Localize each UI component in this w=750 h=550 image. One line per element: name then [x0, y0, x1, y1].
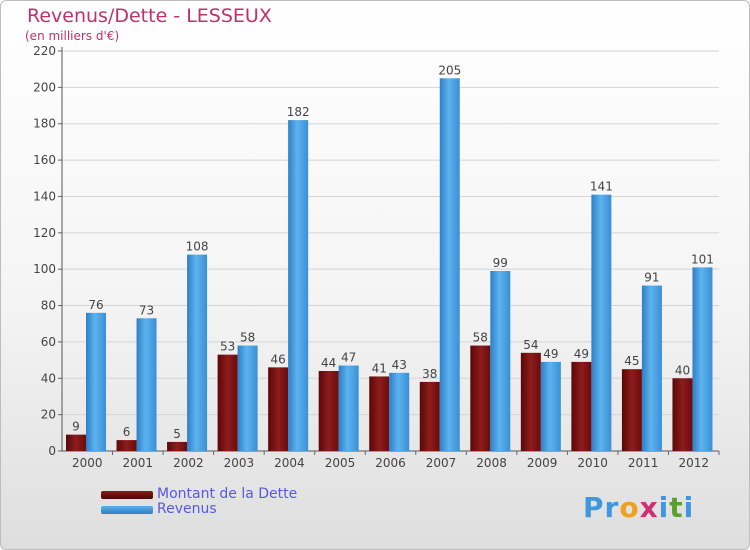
bar-revenus: [591, 194, 612, 452]
x-tick-label: 2008: [476, 456, 507, 470]
x-tick-label: 2005: [325, 456, 356, 470]
bar-revenus: [540, 361, 561, 451]
legend-swatch-revenus: [101, 506, 153, 514]
y-tick-label: 80: [41, 299, 56, 313]
chart-subtitle: (en milliers d'€): [25, 29, 120, 43]
bar-dette: [66, 434, 86, 451]
logo-letter: i: [683, 491, 695, 524]
data-label-revenus: 101: [691, 252, 714, 266]
bar-revenus: [389, 372, 410, 451]
y-tick-label: 0: [48, 444, 56, 458]
bar-dette: [470, 345, 491, 451]
bar-revenus: [490, 271, 511, 451]
y-tick-label: 160: [33, 153, 56, 167]
data-label-revenus: 91: [644, 271, 659, 285]
data-label-dette: 9: [72, 420, 80, 434]
y-tick-label: 220: [33, 44, 56, 58]
x-tick-label: 2010: [577, 456, 608, 470]
data-label-revenus: 99: [493, 256, 508, 270]
logo-letter: o: [619, 491, 640, 524]
legend-swatch-dette: [101, 491, 153, 499]
y-tick-label: 60: [41, 335, 56, 349]
bar-revenus: [136, 318, 157, 451]
bar-dette: [369, 376, 390, 451]
bar-dette: [621, 369, 642, 451]
chart-title: Revenus/Dette - LESSEUX: [27, 5, 272, 27]
data-label-revenus: 205: [438, 63, 461, 77]
data-label-dette: 53: [220, 340, 235, 354]
data-label-revenus: 58: [240, 331, 255, 345]
legend-label-revenus: Revenus: [157, 501, 217, 517]
logo-letter: i: [658, 491, 670, 524]
data-label-dette: 41: [372, 361, 387, 375]
bar-dette: [318, 371, 339, 451]
data-label-dette: 54: [523, 338, 538, 352]
bar-dette: [520, 352, 541, 451]
data-label-revenus: 73: [139, 303, 154, 317]
y-tick-label: 40: [41, 371, 56, 385]
bar-revenus: [439, 78, 460, 451]
bar-dette: [268, 367, 289, 451]
bar-revenus: [288, 120, 309, 451]
y-tick-label: 200: [33, 80, 56, 94]
y-tick-label: 20: [41, 408, 56, 422]
x-tick-label: 2006: [375, 456, 406, 470]
data-label-revenus: 108: [186, 240, 209, 254]
bar-revenus: [641, 285, 662, 451]
logo-letter: x: [639, 491, 659, 524]
proxiti-logo: Proxiti: [583, 491, 694, 524]
bar-revenus: [86, 312, 106, 451]
data-label-dette: 6: [123, 425, 131, 439]
data-label-revenus: 47: [341, 351, 356, 365]
x-tick-label: 2000: [72, 456, 103, 470]
bar-dette: [116, 440, 137, 451]
bar-dette: [571, 361, 592, 451]
x-tick-label: 2001: [123, 456, 154, 470]
logo-letter: r: [604, 491, 620, 524]
bar-revenus: [237, 345, 258, 451]
bar-revenus: [187, 254, 208, 451]
y-tick-label: 180: [33, 117, 56, 131]
data-label-dette: 5: [173, 427, 181, 441]
bar-dette: [672, 378, 693, 451]
data-label-dette: 58: [473, 331, 488, 345]
data-label-dette: 40: [675, 363, 690, 377]
bar-dette: [167, 441, 188, 451]
bar-revenus: [692, 267, 713, 451]
x-tick-label: 2012: [678, 456, 709, 470]
bar-dette: [419, 381, 440, 451]
x-tick-label: 2009: [527, 456, 558, 470]
y-tick-label: 100: [33, 262, 56, 276]
data-label-revenus: 141: [590, 180, 613, 194]
bar-dette: [217, 354, 238, 451]
data-label-dette: 38: [422, 367, 437, 381]
x-tick-label: 2002: [173, 456, 204, 470]
data-label-dette: 45: [624, 354, 639, 368]
x-tick-label: 2007: [426, 456, 457, 470]
data-label-revenus: 43: [392, 358, 407, 372]
bar-revenus: [338, 365, 359, 451]
data-label-revenus: 49: [543, 347, 558, 361]
x-tick-label: 2004: [274, 456, 305, 470]
data-label-revenus: 182: [287, 105, 310, 119]
data-label-revenus: 76: [88, 298, 103, 312]
logo-letter: P: [583, 491, 605, 524]
data-label-dette: 49: [574, 347, 589, 361]
y-tick-label: 120: [33, 226, 56, 240]
legend-label-dette: Montant de la Dette: [157, 486, 298, 502]
data-label-dette: 44: [321, 356, 336, 370]
x-tick-label: 2011: [628, 456, 659, 470]
y-tick-label: 140: [33, 189, 56, 203]
logo-letter: t: [669, 491, 684, 524]
data-label-dette: 46: [271, 352, 286, 366]
x-tick-label: 2003: [224, 456, 255, 470]
